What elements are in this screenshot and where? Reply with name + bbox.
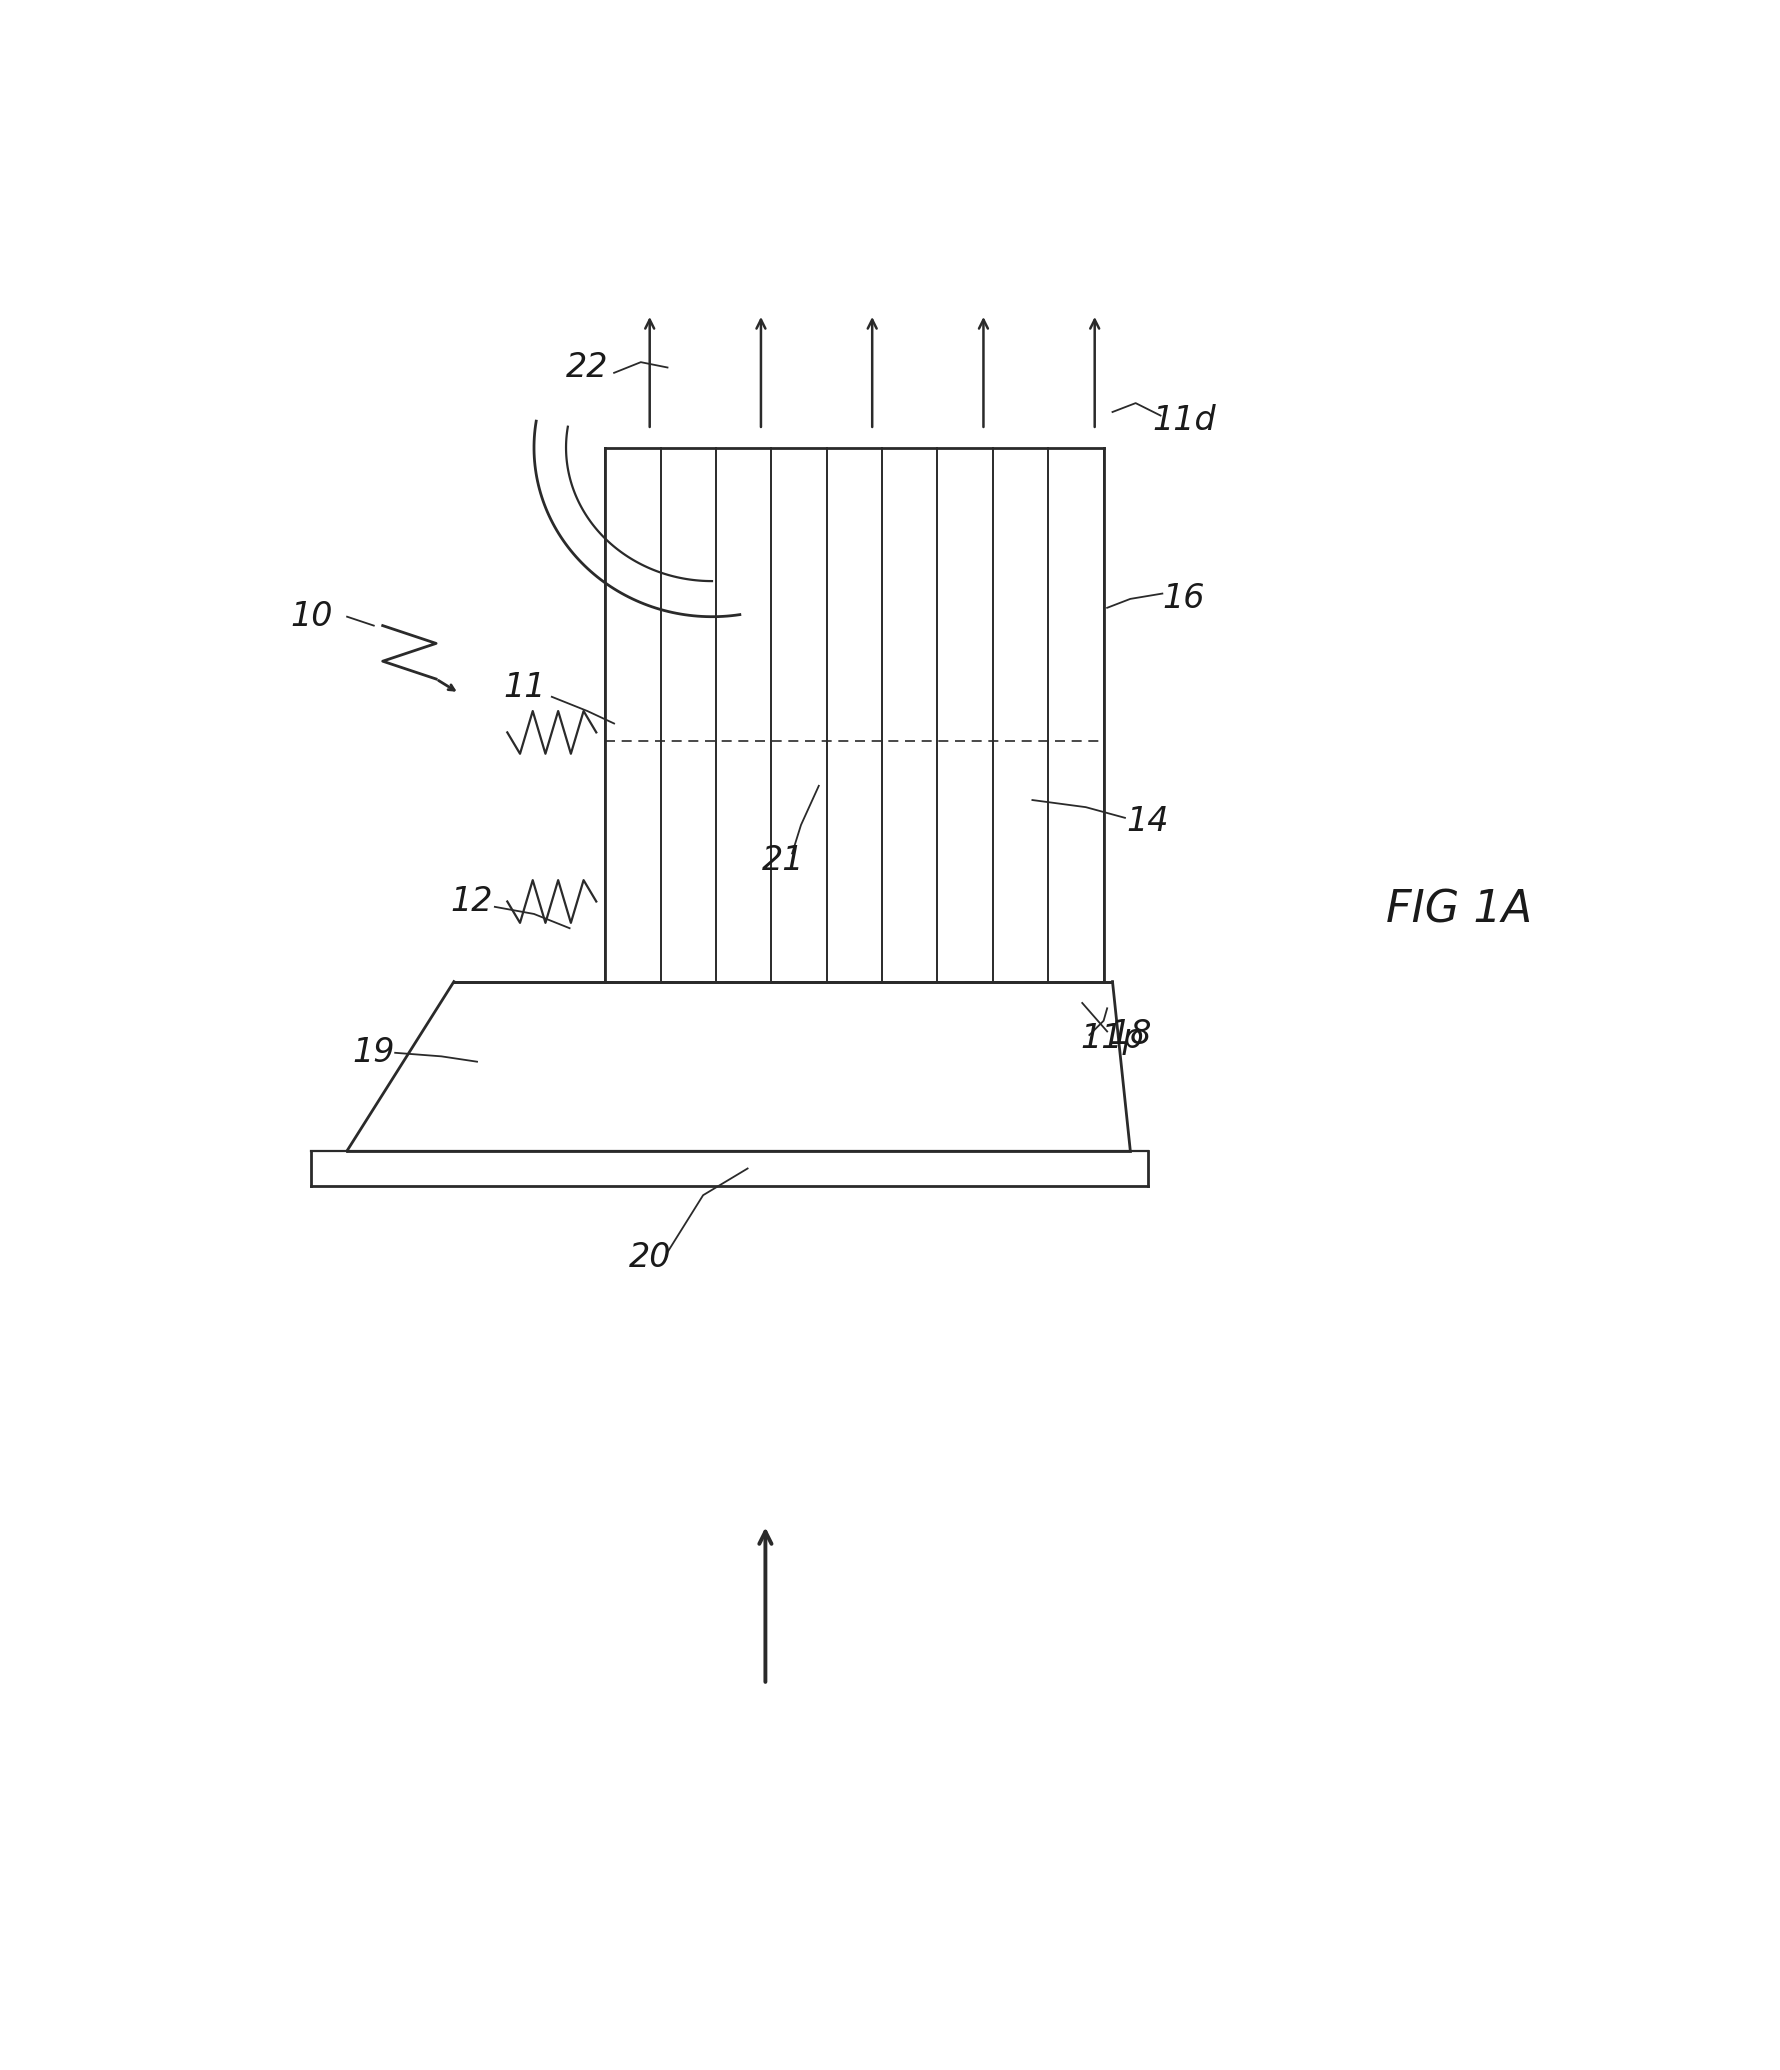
Text: 11p: 11p [1080, 1023, 1145, 1056]
Text: 19: 19 [352, 1037, 395, 1070]
Text: 16: 16 [1162, 582, 1205, 615]
Text: 11d: 11d [1152, 404, 1216, 437]
Text: 11: 11 [504, 671, 546, 704]
Text: 22: 22 [566, 352, 609, 385]
Text: 14: 14 [1127, 805, 1169, 838]
Text: FIG 1A: FIG 1A [1387, 888, 1533, 932]
Text: 12: 12 [450, 886, 493, 917]
Text: 18: 18 [1109, 1018, 1152, 1052]
Text: 20: 20 [628, 1242, 671, 1273]
Text: 10: 10 [290, 600, 333, 633]
Text: 21: 21 [762, 845, 805, 878]
